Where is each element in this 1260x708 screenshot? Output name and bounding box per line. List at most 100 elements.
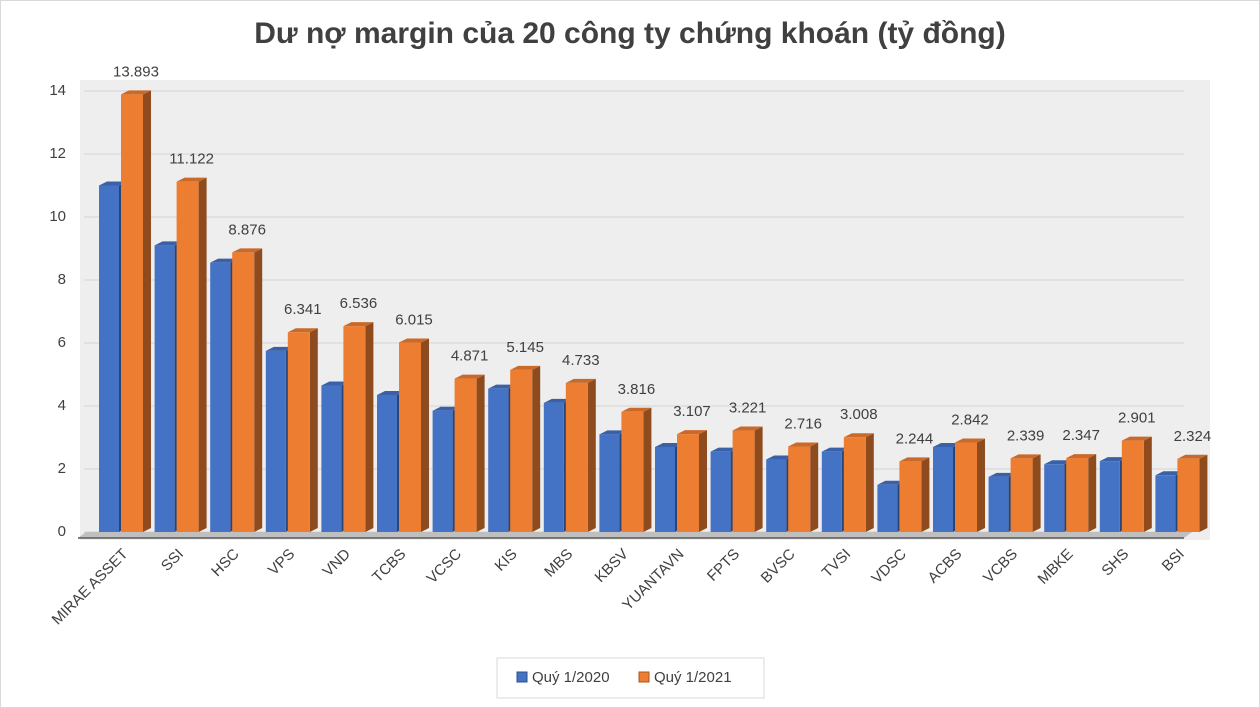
bar-side xyxy=(532,365,541,532)
bar-top xyxy=(121,90,151,95)
bar-top xyxy=(1099,457,1128,462)
bar xyxy=(265,350,286,532)
value-label: 2.716 xyxy=(784,415,822,432)
bar xyxy=(565,382,588,532)
bar-top xyxy=(1177,454,1208,459)
value-label: 2.842 xyxy=(951,411,989,428)
value-label: 6.536 xyxy=(340,295,378,312)
value-label: 2.244 xyxy=(896,430,934,447)
bar xyxy=(821,451,842,532)
bar-top xyxy=(732,426,763,431)
bar-top xyxy=(543,398,572,403)
bar-side xyxy=(365,322,374,532)
value-label: 11.122 xyxy=(169,151,214,168)
bar-top xyxy=(843,433,874,438)
bar xyxy=(454,378,477,532)
bar-side xyxy=(810,442,819,532)
y-tick-label: 8 xyxy=(58,271,66,288)
y-tick-label: 0 xyxy=(58,523,66,540)
bar-side xyxy=(198,177,207,533)
bar xyxy=(121,94,143,533)
value-label: 3.008 xyxy=(840,406,878,423)
bar-side xyxy=(421,338,429,532)
bar xyxy=(99,185,119,532)
bar-side xyxy=(476,374,485,532)
bar-top xyxy=(1010,454,1041,459)
bar xyxy=(287,332,310,532)
bar-side xyxy=(643,407,652,532)
bar xyxy=(377,394,397,532)
bar xyxy=(154,245,175,532)
bar-top xyxy=(955,438,985,443)
bar-side xyxy=(754,426,763,532)
bar xyxy=(655,446,675,532)
bar-top xyxy=(210,258,239,263)
bar xyxy=(432,410,453,532)
legend: Quý 1/2020 Quý 1/2021 xyxy=(496,657,765,699)
bar-side xyxy=(1143,436,1152,532)
bar xyxy=(933,446,953,532)
bar xyxy=(399,342,421,532)
bar xyxy=(599,434,620,532)
bar-top xyxy=(1121,436,1152,441)
bar xyxy=(510,369,533,532)
bar-side xyxy=(1088,454,1097,532)
bar-top xyxy=(899,457,930,462)
value-label: 3.221 xyxy=(729,400,767,417)
bar xyxy=(710,451,731,532)
bar xyxy=(1099,461,1120,532)
bar-top xyxy=(933,442,961,447)
value-label: 2.324 xyxy=(1174,428,1212,445)
bar-side xyxy=(1199,454,1208,532)
bar xyxy=(321,385,342,532)
bar-top xyxy=(454,374,485,379)
bar-top xyxy=(655,442,683,447)
y-tick-label: 6 xyxy=(58,334,66,351)
value-label: 3.107 xyxy=(673,403,711,420)
y-tick-label: 12 xyxy=(49,145,66,162)
bar xyxy=(788,446,811,532)
bar-top xyxy=(154,241,183,246)
value-label: 2.901 xyxy=(1118,410,1156,427)
bar-top xyxy=(99,181,127,186)
legend-label: Quý 1/2021 xyxy=(654,669,732,686)
bar-top xyxy=(821,447,850,452)
bar xyxy=(955,442,977,532)
bar-top xyxy=(677,430,707,435)
bar xyxy=(1066,458,1089,532)
value-label: 5.145 xyxy=(506,339,544,356)
bar xyxy=(877,484,898,532)
legend-box xyxy=(496,657,765,699)
bar-top xyxy=(1066,454,1097,459)
bar xyxy=(677,434,699,532)
bar-top xyxy=(176,177,207,182)
value-label: 6.341 xyxy=(284,301,322,318)
bar xyxy=(543,402,564,532)
y-tick-label: 2 xyxy=(58,460,66,477)
bar xyxy=(843,437,866,532)
bar-side xyxy=(921,457,930,532)
value-label: 3.816 xyxy=(618,381,656,398)
floor xyxy=(78,532,1192,538)
bar xyxy=(1177,458,1200,532)
bar-top xyxy=(877,480,906,485)
value-label: 4.733 xyxy=(562,352,600,369)
bar xyxy=(899,461,922,532)
bar-top xyxy=(710,447,739,452)
chart-title: Dư nợ margin của 20 công ty chứng khoán … xyxy=(254,17,1006,50)
bar-top xyxy=(321,381,350,386)
value-label: 4.871 xyxy=(451,348,489,365)
value-label: 2.339 xyxy=(1007,427,1045,444)
bar-top xyxy=(510,365,541,370)
bar-side xyxy=(1032,454,1041,532)
bar xyxy=(343,326,366,532)
bar-top xyxy=(399,338,429,343)
bar-side xyxy=(309,328,318,532)
value-label: 6.015 xyxy=(395,311,433,328)
bar-top xyxy=(565,378,596,383)
bar-side xyxy=(587,378,596,532)
bar xyxy=(732,430,755,532)
bar-top xyxy=(432,406,461,411)
bar xyxy=(1010,458,1033,532)
